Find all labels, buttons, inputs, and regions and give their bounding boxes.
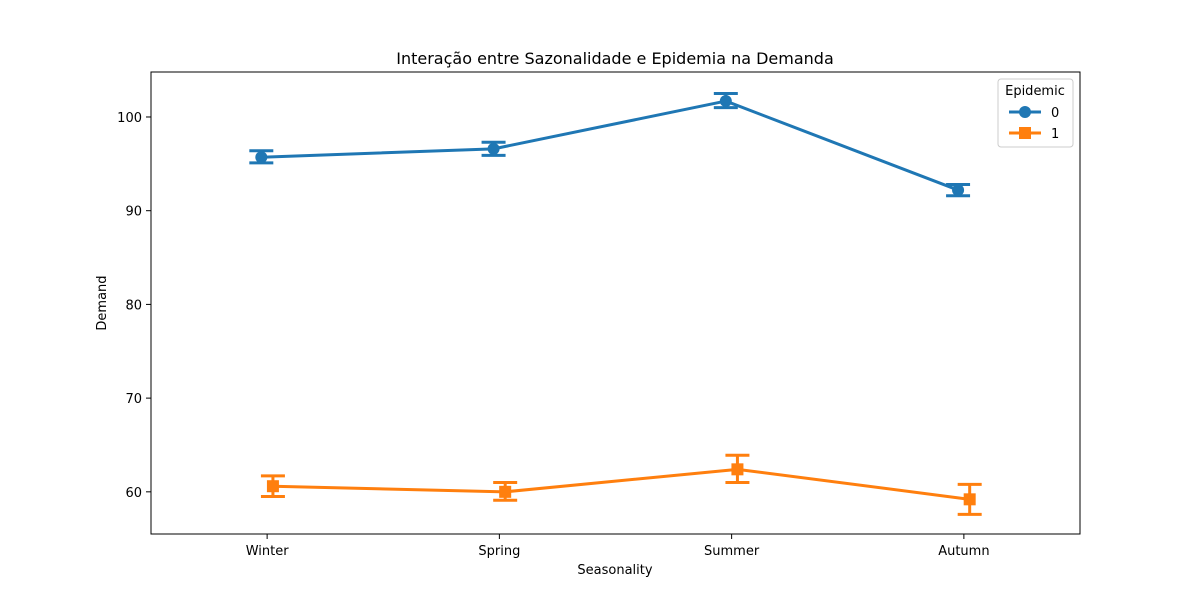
data-point-1	[963, 493, 976, 506]
data-point-0	[255, 151, 268, 164]
x-tick-label: Autumn	[938, 544, 989, 559]
chart-title: Interação entre Sazonalidade e Epidemia …	[396, 49, 834, 68]
y-tick-label: 70	[125, 392, 142, 407]
legend: Epidemic 0 1	[997, 78, 1074, 148]
data-point-0	[719, 95, 732, 108]
series-line-1	[272, 467, 970, 501]
data-point-0	[487, 142, 500, 155]
legend-marker-0	[1019, 106, 1031, 118]
legend-label-0: 0	[1051, 106, 1059, 121]
data-point-0	[952, 184, 965, 197]
x-tick-label: Summer	[704, 544, 760, 559]
plot-area: 60 70 80 90 100 Winter Spring Summer Autumn	[117, 92, 990, 559]
data-point-1	[266, 480, 279, 493]
x-tick-label: Spring	[478, 544, 520, 559]
axes-frame	[150, 71, 1081, 535]
data-point-1	[731, 463, 744, 476]
y-axis-label: Demand	[95, 275, 110, 330]
y-tick-label: 60	[125, 486, 142, 501]
x-axis-label: Seasonality	[577, 563, 652, 578]
legend-label-1: 1	[1051, 127, 1059, 142]
x-tick-label: Winter	[246, 544, 290, 559]
y-tick-label: 90	[125, 205, 142, 220]
data-point-1	[499, 485, 512, 498]
legend-title: Epidemic	[1005, 84, 1065, 99]
legend-marker-1	[1019, 127, 1031, 139]
y-tick-label: 80	[125, 298, 142, 313]
series-line-0	[261, 99, 959, 192]
y-tick-label: 100	[117, 111, 142, 126]
